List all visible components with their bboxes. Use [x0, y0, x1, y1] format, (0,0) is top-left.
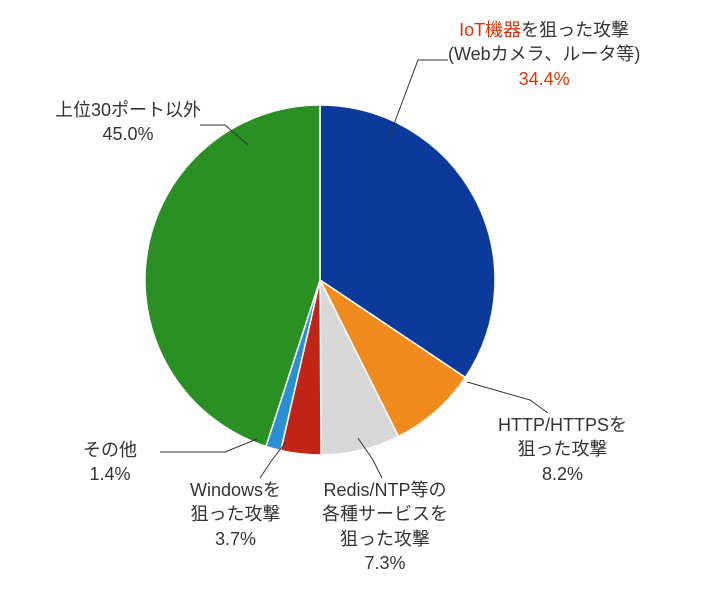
- slice-label-1: HTTP/HTTPSを狙った攻撃8.2%: [498, 413, 627, 486]
- slice-label-3: Windowsを狙った攻撃3.7%: [190, 478, 281, 551]
- pie-chart: IoT機器を狙った攻撃(Webカメラ、ルータ等)34.4% HTTP/HTTPSを…: [0, 0, 718, 595]
- slice-label-0: IoT機器を狙った攻撃(Webカメラ、ルータ等)34.4%: [448, 18, 640, 91]
- slice-label-5: 上位30ポート以外45.0%: [55, 98, 201, 147]
- leader-line-4: [160, 439, 257, 452]
- leader-line-1: [467, 382, 548, 413]
- slice-label-4: その他1.4%: [83, 438, 137, 487]
- slice-label-2: Redis/NTP等の各種サービスを狙った攻撃7.3%: [322, 478, 448, 575]
